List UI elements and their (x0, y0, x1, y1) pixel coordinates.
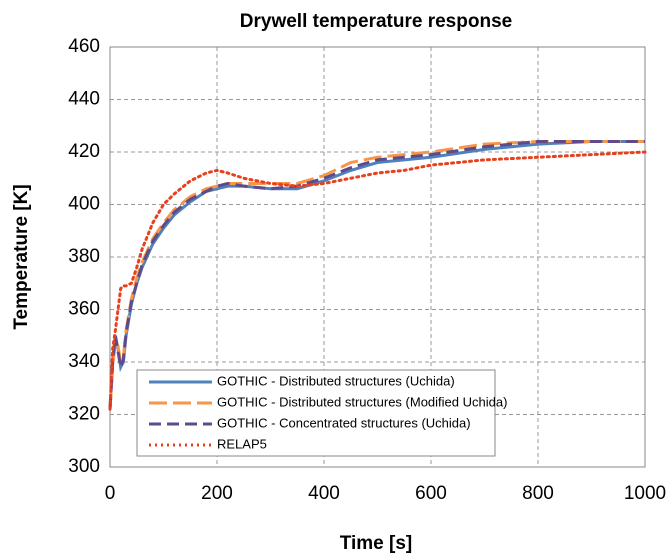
data-line (108, 150, 647, 411)
x-tick-label: 1000 (624, 483, 666, 504)
legend-label: GOTHIC - Concentrated structures (Uchida… (217, 415, 471, 430)
x-tick-label: 600 (415, 483, 447, 504)
y-tick-label: 300 (68, 456, 100, 477)
x-tick-label: 200 (201, 483, 233, 504)
y-tick-label: 360 (68, 299, 100, 320)
y-tick-label: 460 (68, 36, 100, 57)
y-tick-label: 400 (68, 194, 100, 215)
data-line (108, 140, 645, 410)
y-tick-label: 320 (68, 404, 100, 425)
data-line (108, 140, 645, 410)
legend-label: GOTHIC - Distributed structures (Uchida) (217, 373, 455, 388)
y-tick-label: 440 (68, 89, 100, 110)
y-tick-label: 420 (68, 141, 100, 162)
y-axis-label: Temperature [K] (11, 184, 32, 329)
y-tick-label: 340 (68, 351, 100, 372)
legend (136, 369, 496, 457)
x-tick-label: 800 (522, 483, 554, 504)
plot-frame (109, 46, 646, 468)
x-tick-label: 400 (308, 483, 340, 504)
y-tick-label: 380 (68, 246, 100, 267)
chart-title: Drywell temperature response (240, 11, 512, 32)
x-axis-label: Time [s] (340, 533, 413, 554)
x-tick-label: 0 (105, 483, 116, 504)
legend-label: RELAP5 (217, 436, 267, 451)
legend-label: GOTHIC - Distributed structures (Modifie… (217, 394, 507, 409)
